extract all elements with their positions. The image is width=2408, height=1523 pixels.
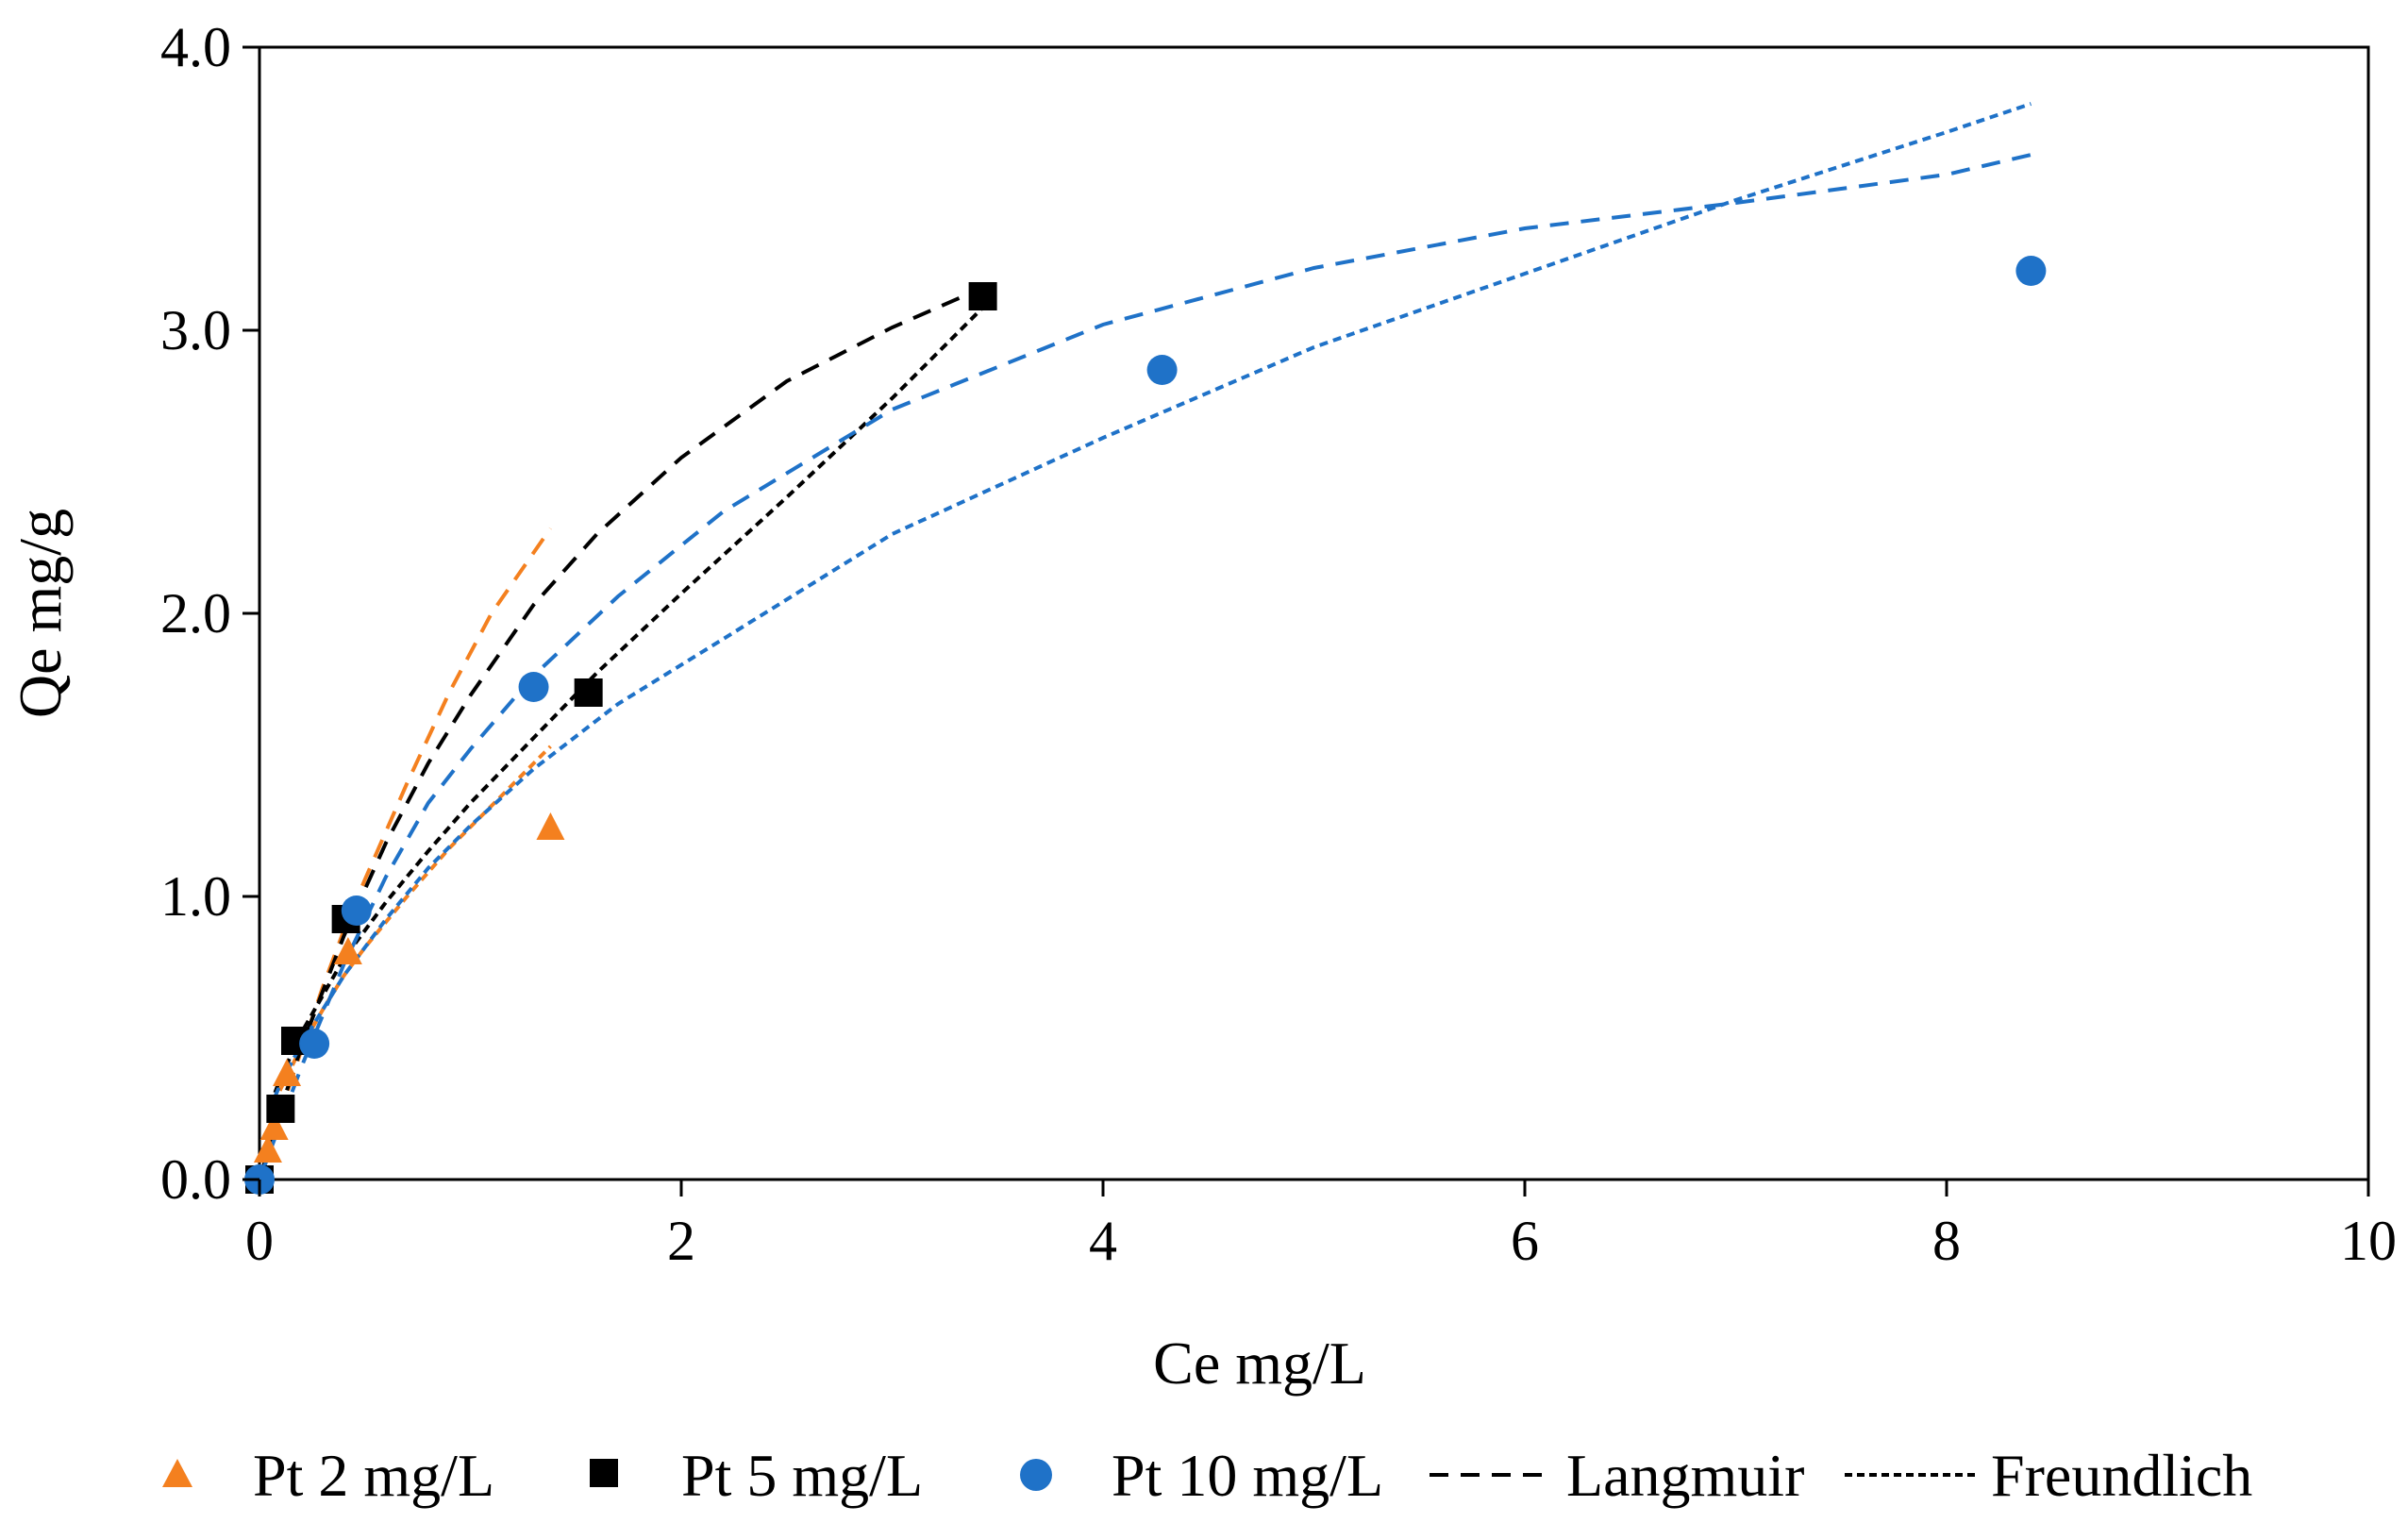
legend-label-langmuir: Langmuir: [1566, 1442, 1804, 1509]
y-axis-title: Qe mg/g: [7, 509, 74, 718]
triangle-marker: [273, 1059, 302, 1086]
x-tick-label: 10: [2340, 1210, 2397, 1272]
circle-marker: [1146, 355, 1178, 385]
legend-label-freundlich: Freundlich: [1991, 1442, 2252, 1509]
legend-label-pt10: Pt 10 mg/L: [1112, 1442, 1383, 1509]
circle-marker: [341, 895, 372, 926]
langmuir-fit-line: [258, 153, 2032, 1180]
plot-area-frame: [258, 45, 2370, 1181]
triangle-marker: [259, 1113, 289, 1140]
triangle-marker: [253, 1135, 282, 1163]
legend-circle-marker: [1020, 1459, 1052, 1491]
square-marker: [266, 1095, 295, 1123]
x-tick-label: 8: [1932, 1210, 1961, 1272]
y-tick-label: 1.0: [160, 865, 231, 928]
freundlich-fit-line: [268, 102, 2032, 1110]
legend-label-pt2: Pt 2 mg/L: [253, 1442, 494, 1509]
legend-square-marker: [590, 1459, 618, 1487]
triangle-marker: [333, 937, 362, 964]
circle-marker: [299, 1029, 330, 1059]
circle-marker: [518, 672, 549, 702]
axes: 0 2 4 6 8 10 0.0 1.0 2.0 3.0 4.0: [160, 16, 2397, 1272]
circle-marker: [2015, 256, 2047, 286]
y-tick-label: 0.0: [160, 1148, 231, 1211]
x-tick-label: 4: [1089, 1210, 1117, 1272]
triangle-marker: [536, 812, 565, 840]
y-tick-label: 3.0: [160, 299, 231, 361]
square-marker: [574, 678, 603, 707]
x-tick-label: 6: [1511, 1210, 1539, 1272]
x-tick-label: 2: [667, 1210, 695, 1272]
legend-triangle-marker: [162, 1459, 192, 1487]
data-markers: [244, 256, 2047, 1195]
square-marker: [968, 282, 997, 310]
x-axis-title: Ce mg/L: [1153, 1330, 1366, 1397]
x-tick-label: 0: [245, 1210, 274, 1272]
y-tick-label: 2.0: [160, 582, 231, 644]
legend: Pt 2 mg/L Pt 5 mg/L Pt 10 mg/L Langmuir …: [162, 1442, 2252, 1509]
legend-label-pt5: Pt 5 mg/L: [681, 1442, 923, 1509]
y-tick-label: 4.0: [160, 16, 231, 78]
